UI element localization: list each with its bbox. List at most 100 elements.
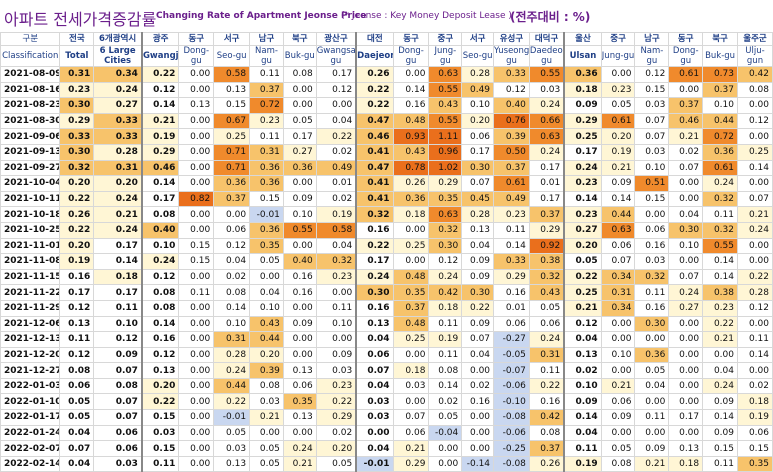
table-cell: 0.06: [600, 393, 636, 411]
column-header-en: Jung-gu: [428, 45, 463, 67]
table-cell: 0.00: [178, 66, 215, 83]
table-cell: 0.48: [392, 112, 430, 130]
column-header-ko: 중구: [428, 32, 463, 46]
table-cell: 0.24: [563, 159, 602, 177]
column-header-en: Gwangju: [140, 45, 180, 67]
table-cell: 0.44: [213, 377, 251, 395]
table-cell: 0.09: [702, 424, 738, 442]
table-cell: 0.22: [59, 190, 95, 208]
table-cell: 0.25: [392, 331, 430, 348]
table-cell: 0.29: [59, 112, 95, 130]
table-cell: 0.17: [668, 409, 704, 426]
table-cell: 0.04: [461, 237, 495, 255]
table-cell: 0.00: [178, 175, 215, 192]
table-cell: 0.19: [428, 331, 463, 348]
row-date: 2021-12-06: [0, 315, 61, 333]
table-cell: 0.92: [528, 237, 565, 255]
row-date: 2021-11-22: [0, 284, 61, 301]
table-cell: 0.00: [178, 221, 215, 239]
table-cell: 0.00: [736, 97, 773, 114]
table-cell: 0.66: [528, 112, 565, 130]
table-cell: 0.04: [355, 331, 394, 348]
table-cell: 0.25: [213, 128, 251, 145]
table-row: 2021-09-27 0.32 0.31 0.46 0.00 0.71 0.36 0.36 0.…: [0, 159, 773, 177]
column-header-ko: 6개광역시: [93, 32, 143, 46]
table-cell: -0.07: [493, 362, 530, 379]
row-date: 2022-01-24: [0, 424, 61, 442]
table-cell: 0.13: [140, 362, 180, 379]
table-row: 2021-11-22 0.17 0.17 0.08 0.11 0.08 0.04 0.16 0.…: [0, 284, 773, 301]
table-cell: 0.20: [93, 175, 143, 192]
table-cell: 0.05: [528, 299, 565, 317]
table-cell: 0.11: [178, 284, 215, 301]
table-cell: 0.43: [428, 97, 463, 114]
table-cell: 0.03: [213, 440, 251, 457]
table-cell: 0.04: [634, 377, 670, 395]
row-date: 2021-12-27: [0, 362, 61, 379]
table-cell: 0.00: [668, 253, 704, 270]
table-cell: 0.04: [249, 284, 284, 301]
table-cell: 0.06: [93, 440, 143, 457]
table-cell: 0.07: [461, 331, 495, 348]
table-cell: 0.00: [315, 284, 357, 301]
table-cell: 0.46: [668, 112, 704, 130]
table-cell: 0.00: [392, 393, 430, 411]
table-cell: 0.21: [282, 455, 317, 472]
table-cell: 0.30: [461, 284, 495, 301]
table-cell: 0.00: [178, 206, 215, 223]
table-cell: 0.10: [282, 206, 317, 223]
table-cell: 0.72: [249, 97, 284, 114]
table-cell: 0.25: [392, 237, 430, 255]
table-cell: 0.37: [528, 440, 565, 457]
table-cell: 0.23: [249, 112, 284, 130]
column-header-en: Yuseong-gu: [493, 45, 530, 67]
table-cell: 0.20: [461, 112, 495, 130]
table-cell: 0.00: [178, 81, 215, 99]
table-cell: 0.35: [392, 284, 430, 301]
table-cell: 0.35: [736, 455, 773, 472]
table-cell: 0.00: [282, 424, 317, 442]
table-cell: 0.17: [59, 284, 95, 301]
table-cell: 0.12: [59, 346, 95, 364]
table-cell: 0.14: [392, 81, 430, 99]
table-cell: 0.16: [282, 284, 317, 301]
table-cell: 0.21: [702, 331, 738, 348]
table-row: 2021-11-29 0.12 0.11 0.08 0.00 0.14 0.10 0.00 0.…: [0, 299, 773, 317]
column-header-ko: 대덕구: [528, 32, 565, 46]
row-date: 2021-08-16: [0, 81, 61, 99]
table-row: 2021-12-27 0.08 0.07 0.13 0.00 0.24 0.39 0.13 0.…: [0, 362, 773, 379]
table-cell: 0.36: [634, 346, 670, 364]
table-cell: 0.00: [178, 455, 215, 472]
table-cell: 0.14: [702, 409, 738, 426]
table-cell: 0.14: [140, 175, 180, 192]
table-cell: 0.04: [213, 253, 251, 270]
table-cell: 0.37: [213, 190, 251, 208]
table-cell: 0.12: [634, 66, 670, 83]
table-cell: 0.24: [702, 377, 738, 395]
table-cell: 0.00: [282, 175, 317, 192]
table-cell: 0.22: [140, 66, 180, 83]
table-cell: 0.22: [736, 268, 773, 286]
table-cell: 0.17: [315, 66, 357, 83]
table-cell: 0.13: [282, 362, 317, 379]
table-cell: 0.12: [563, 315, 602, 333]
column-header-en: Nam-gu: [249, 45, 284, 67]
table-cell: 0.05: [59, 409, 95, 426]
table-cell: 0.47: [355, 159, 394, 177]
table-cell: 0.11: [59, 331, 95, 348]
table-cell: 0.00: [282, 346, 317, 364]
table-cell: 0.32: [315, 253, 357, 270]
table-cell: 0.02: [315, 424, 357, 442]
table-row: 2022-01-03 0.06 0.08 0.20 0.00 0.44 0.08 0.06 0.…: [0, 377, 773, 395]
column-header-en: Ulju-gun: [736, 45, 773, 67]
table-cell: 0.17: [528, 159, 565, 177]
table-cell: -0.25: [493, 440, 530, 457]
table-cell: 0.36: [249, 159, 284, 177]
table-cell: 0.12: [736, 299, 773, 317]
table-cell: 0.13: [59, 315, 95, 333]
table-cell: 0.02: [668, 143, 704, 161]
table-cell: 0.36: [282, 159, 317, 177]
table-cell: 0.00: [355, 424, 394, 442]
table-cell: 0.32: [355, 206, 394, 223]
table-cell: 0.10: [634, 159, 670, 177]
